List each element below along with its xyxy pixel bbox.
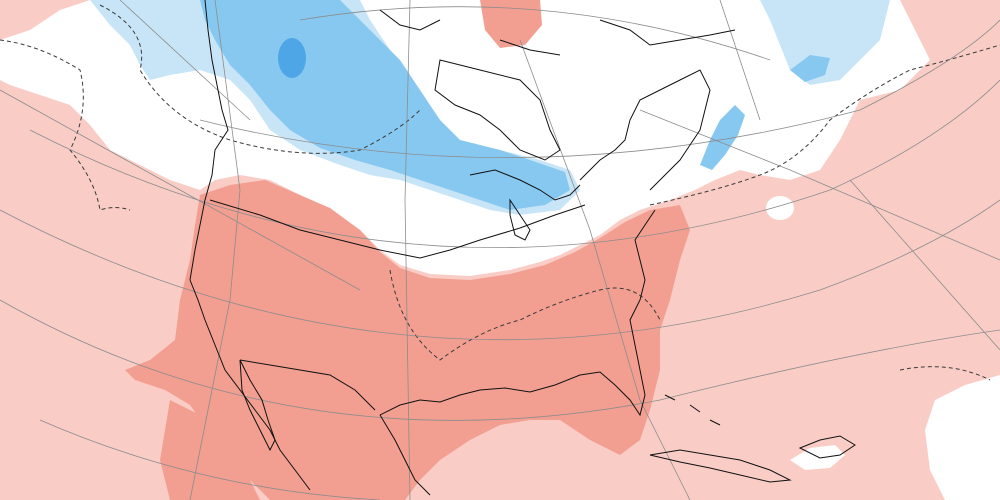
meridian-3 <box>189 0 241 500</box>
neutral-patch-atlantic <box>766 196 794 220</box>
meridian-4 <box>404 0 411 500</box>
coastline-great-lakes <box>469 169 581 241</box>
meridian-6 <box>639 109 1000 261</box>
coastline-arctic-islands <box>379 9 736 56</box>
border-us-mexico <box>239 359 376 411</box>
coastlines <box>189 0 856 496</box>
meridian-8 <box>849 179 1000 351</box>
coastline-cuba <box>649 449 792 483</box>
parallel-3 <box>29 79 1000 248</box>
warm-anomaly-strong-mexico <box>160 400 260 500</box>
coastline-hispaniola <box>798 435 856 459</box>
meridian-7 <box>719 0 761 121</box>
cold-anomaly-light-northeast <box>760 0 890 85</box>
coastline-labrador <box>579 69 711 191</box>
meridian-1 <box>0 89 361 291</box>
parallel-2 <box>199 19 1000 159</box>
parallel-6 <box>39 419 381 500</box>
meridian-5 <box>519 39 691 500</box>
cold-anomaly-mid-northeast <box>790 55 830 82</box>
coastline-alaska-pacific <box>189 0 311 491</box>
zero-contour-atlantic <box>649 44 1000 206</box>
coastline-bahamas <box>664 394 721 426</box>
cold-anomaly-strong-core <box>278 38 306 78</box>
zero-contour-west-coast <box>0 39 131 211</box>
zero-contours <box>0 4 1000 381</box>
warm-anomaly-arctic-patch <box>480 0 542 48</box>
zero-contour-north <box>99 4 421 154</box>
coastline-hudson-bay <box>434 59 561 161</box>
border-us-canada <box>209 199 586 259</box>
neutral-patch-caribbean <box>790 445 845 470</box>
parallel-4 <box>0 199 1000 341</box>
coastline-mexico-east <box>379 414 431 496</box>
coastline-gulf <box>379 209 656 417</box>
coastline-baja <box>239 359 276 452</box>
neutral-patch-east <box>925 375 1000 500</box>
parallel-5 <box>0 299 1000 421</box>
zero-contour-east <box>899 366 991 381</box>
cold-anomaly-mid-labrador <box>700 105 745 170</box>
parallel-1 <box>299 6 771 61</box>
zero-contour-us <box>389 269 661 361</box>
